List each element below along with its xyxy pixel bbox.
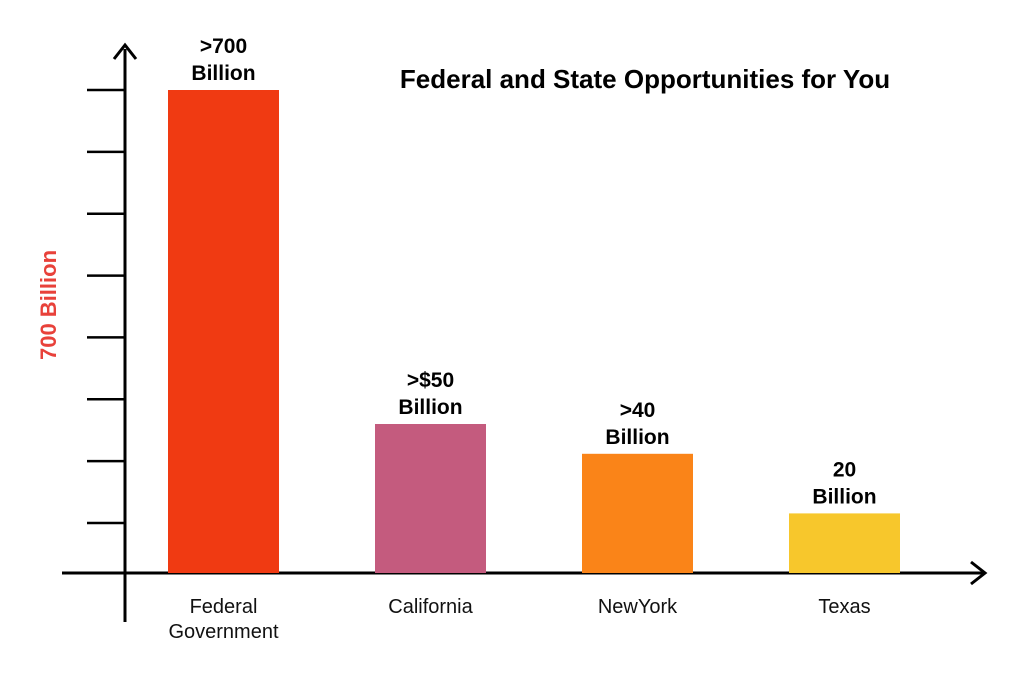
category-label: California — [388, 596, 473, 618]
bar — [789, 513, 900, 573]
category-labels: Federal Government California NewYork Texas — [168, 596, 870, 643]
data-label: Billion — [398, 396, 462, 419]
bars — [168, 90, 900, 573]
bar — [582, 453, 693, 573]
category-label: Texas — [818, 596, 870, 618]
chart-title: Federal and State Opportunities for You — [400, 64, 890, 94]
data-label: Billion — [605, 426, 669, 449]
data-label: Billion — [191, 62, 255, 85]
data-labels: >700 Billion >$50 Billion >40 Billion 20 Billio… — [191, 35, 876, 508]
bar — [375, 424, 486, 573]
category-label: Federal — [190, 596, 258, 618]
data-label: Billion — [812, 485, 876, 508]
data-label: 20 — [833, 458, 856, 481]
category-label: Government — [168, 621, 278, 643]
y-axis-label: 700 Billion — [36, 250, 61, 360]
data-label: >$50 — [407, 369, 454, 392]
x-axis-arrow-icon — [970, 560, 988, 586]
data-label: >40 — [620, 399, 656, 422]
data-label: >700 — [200, 35, 247, 58]
category-label: NewYork — [598, 596, 678, 618]
bar — [168, 90, 279, 573]
y-axis-arrow-icon — [112, 42, 138, 60]
